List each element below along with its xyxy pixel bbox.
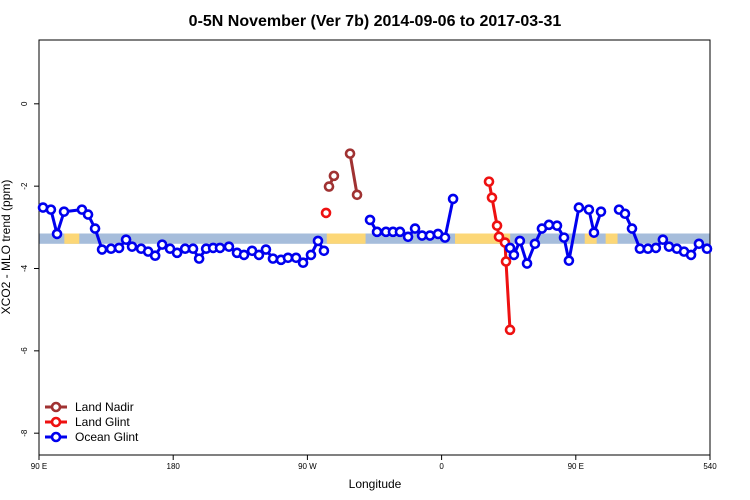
point	[493, 231, 505, 243]
y-tick-label: -8	[20, 429, 29, 437]
x-tick-label: 90 E	[568, 462, 584, 471]
y-tick-label: -6	[20, 347, 29, 355]
x-tick-label: 90 E	[31, 462, 47, 471]
point	[588, 227, 600, 238]
point	[253, 249, 265, 261]
point	[328, 170, 340, 182]
band-highlight	[605, 233, 618, 244]
point	[657, 234, 669, 245]
band-highlight	[326, 233, 366, 244]
point	[267, 253, 279, 264]
y-tick-label: 0	[20, 101, 29, 106]
legend-label: Ocean Glint	[75, 430, 139, 444]
legend-marker	[50, 416, 62, 428]
legend-label: Land Glint	[75, 415, 130, 429]
point	[82, 209, 94, 220]
point	[701, 243, 713, 255]
point	[439, 232, 451, 243]
x-tick-label: 0	[439, 462, 444, 471]
point	[529, 238, 541, 250]
point	[491, 220, 503, 231]
band-highlight	[64, 233, 80, 244]
point	[297, 257, 309, 269]
point	[424, 230, 436, 241]
point	[504, 324, 516, 336]
point	[543, 219, 555, 231]
point	[351, 189, 363, 201]
point	[58, 206, 70, 217]
point	[89, 223, 101, 234]
point	[223, 241, 235, 252]
point	[364, 214, 376, 226]
point	[105, 243, 117, 255]
point	[187, 243, 199, 255]
point	[583, 204, 595, 215]
point	[619, 208, 631, 220]
point	[45, 204, 57, 215]
point	[551, 220, 563, 231]
point	[193, 253, 205, 264]
point	[96, 244, 108, 255]
point	[626, 223, 638, 234]
point	[260, 244, 272, 255]
point	[521, 258, 533, 269]
point	[305, 249, 317, 261]
x-tick-label: 540	[703, 462, 717, 471]
point	[120, 234, 132, 245]
point	[402, 231, 414, 243]
point	[409, 223, 421, 234]
y-axis-label: XCO2 - MLO trend (ppm)	[0, 180, 13, 315]
x-tick-label: 90 W	[298, 462, 317, 471]
point	[650, 242, 662, 254]
chart-title: 0-5N November (Ver 7b) 2014-09-06 to 201…	[189, 13, 562, 30]
point	[371, 226, 383, 238]
point	[320, 207, 332, 219]
band-highlight	[584, 233, 597, 244]
x-axis-label: Longitude	[349, 477, 402, 491]
point	[149, 250, 161, 262]
y-tick-label: -2	[20, 182, 29, 190]
point	[171, 247, 183, 259]
point	[323, 181, 335, 192]
point	[483, 176, 495, 187]
point	[214, 242, 226, 254]
point	[595, 206, 607, 217]
series-line	[487, 181, 512, 330]
point	[508, 249, 520, 261]
point	[113, 242, 125, 254]
point	[685, 249, 697, 261]
point	[312, 235, 324, 247]
point	[500, 256, 512, 267]
point	[344, 148, 356, 159]
legend-marker	[50, 431, 62, 443]
x-tick-label: 180	[167, 462, 181, 471]
point	[51, 228, 63, 240]
band	[39, 233, 710, 244]
legend-marker	[50, 401, 62, 413]
point	[290, 252, 302, 264]
point	[126, 241, 138, 252]
point	[563, 255, 575, 266]
point	[318, 245, 330, 257]
point	[558, 232, 570, 243]
point	[447, 193, 459, 205]
band-highlight	[455, 233, 511, 244]
point	[486, 192, 498, 203]
point	[514, 235, 526, 247]
point	[394, 226, 406, 238]
point	[238, 249, 250, 261]
y-tick-label: -4	[20, 264, 29, 272]
point	[573, 202, 585, 213]
point	[156, 239, 168, 250]
legend-label: Land Nadir	[75, 400, 134, 414]
point	[693, 238, 705, 250]
